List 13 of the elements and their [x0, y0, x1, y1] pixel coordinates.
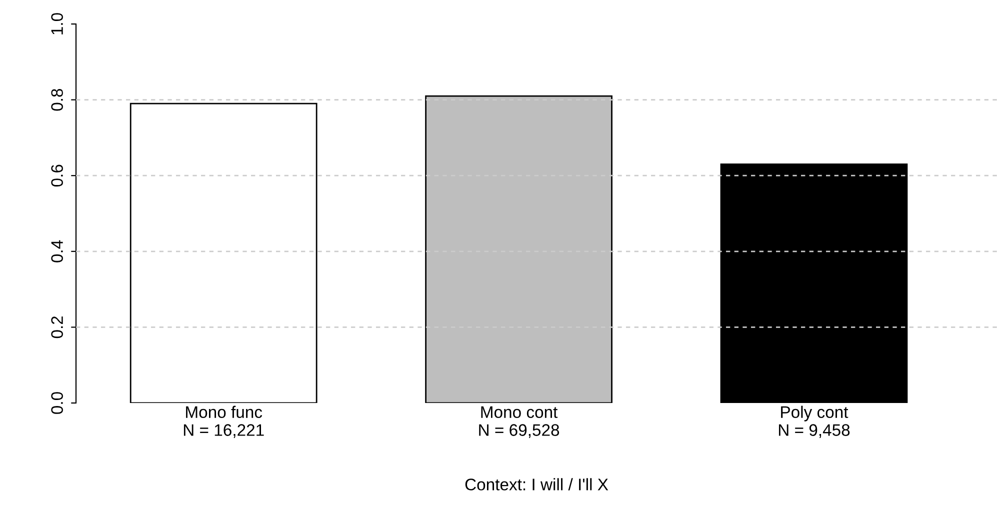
y-tick-label: 0.0	[51, 392, 63, 414]
bar	[720, 164, 908, 403]
x-tick-label: Mono cont N = 69,528	[479, 406, 560, 438]
x-tick-label: Poly cont N = 9,458	[778, 406, 850, 438]
y-tick-label: 0.8	[51, 88, 63, 111]
bar	[130, 102, 318, 403]
y-tick-label: 0.6	[51, 164, 63, 187]
x-tick-label: Mono func N = 16,221	[184, 406, 264, 438]
bar	[425, 95, 612, 403]
x-axis-title: Context: I will / I'll X	[465, 478, 608, 490]
y-tick-label: 0.4	[51, 240, 63, 262]
y-tick-label: 0.2	[51, 316, 63, 338]
y-tick-label: 1.0	[51, 13, 63, 34]
